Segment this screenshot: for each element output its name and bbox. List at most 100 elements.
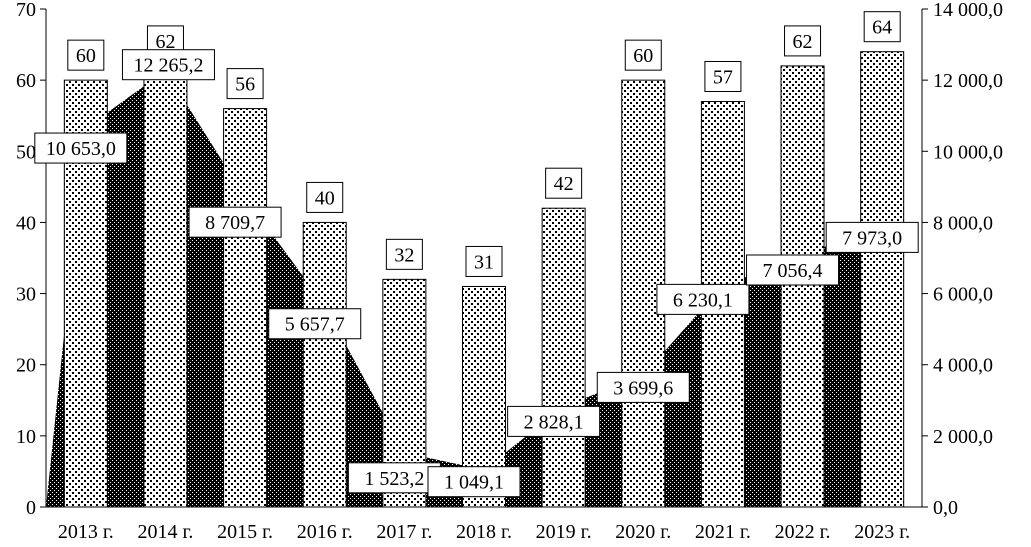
- bar-value-label: 62: [793, 31, 813, 53]
- area-value-label-box: [268, 308, 362, 340]
- area-value-label: 12 265,2: [133, 55, 203, 77]
- area-value-label-box: [121, 49, 215, 81]
- x-tick-label: 2018 г.: [456, 521, 512, 542]
- bar-value-label-group: 31: [465, 245, 503, 277]
- bar-value-label: 62: [155, 31, 175, 53]
- area-value-label: 1 523,2: [364, 468, 424, 490]
- left-tick-label: 60: [16, 70, 36, 92]
- bar-value-label-box: [704, 60, 742, 92]
- bar-value-label: 31: [474, 251, 494, 273]
- bar-value-label-box: [306, 181, 344, 213]
- area-value-label-box: [825, 221, 919, 253]
- axes-layer: 0 0,0 10 2 000,0 20 4 000,0 30 6 000,0 40 8 000,0…: [16, 0, 1003, 543]
- bar-value-label-box: [784, 25, 822, 57]
- area-value-label-box: [746, 254, 840, 286]
- bar-value-label-group: 56: [226, 68, 264, 100]
- area-value-label-group: 6 230,1: [656, 283, 750, 315]
- area-value-label-group: 8 709,7: [188, 206, 282, 238]
- right-tick-label: 2 000,0: [933, 426, 993, 448]
- bar-value-label: 60: [76, 45, 96, 67]
- x-tick-label: 2020 г.: [615, 521, 671, 542]
- area-value-label-box: [596, 371, 690, 403]
- bar-value-label-group: 57: [704, 60, 742, 92]
- bar-value-label: 42: [554, 173, 574, 195]
- left-tick-label: 20: [16, 355, 36, 377]
- area-value-label: 3 699,6: [613, 377, 673, 399]
- bar: [860, 51, 905, 508]
- area-value-label-group: 7 056,4: [746, 254, 840, 286]
- bar: [302, 221, 347, 508]
- bar-value-label-box: [226, 68, 264, 100]
- bar-value-label-box: [545, 167, 583, 199]
- x-tick-label: 2016 г.: [297, 521, 353, 542]
- area-value-label-box: [34, 132, 128, 164]
- right-tick-label: 12 000,0: [933, 70, 1003, 92]
- right-tick-label: 14 000,0: [933, 0, 1003, 21]
- bar-value-label-group: 62: [784, 25, 822, 57]
- bar-value-label-box: [624, 39, 662, 71]
- bar-value-label-group: 60: [67, 39, 105, 71]
- x-tick-label: 2013 г.: [58, 521, 114, 542]
- bar-value-label-box: [863, 11, 901, 43]
- x-tick-label: 2015 г.: [217, 521, 273, 542]
- bar-value-label-group: 32: [385, 238, 423, 270]
- area-value-label-group: 1 049,1: [427, 466, 521, 498]
- x-tick-label: 2021 г.: [695, 521, 751, 542]
- area-value-label-group: 10 653,0: [34, 132, 128, 164]
- area-value-label: 10 653,0: [46, 138, 116, 160]
- bar-value-label-box: [67, 39, 105, 71]
- x-tick-label: 2023 г.: [854, 521, 910, 542]
- left-tick-label: 40: [16, 212, 36, 234]
- area-value-label-box: [507, 405, 601, 437]
- bar-value-label-group: 40: [306, 181, 344, 213]
- area-value-label-group: 12 265,2: [121, 49, 215, 81]
- area-value-label-group: 5 657,7: [268, 308, 362, 340]
- bar-value-label: 32: [394, 244, 414, 266]
- bar-value-label: 64: [872, 17, 892, 39]
- area-value-label: 7 056,4: [763, 260, 823, 282]
- area-value-label-group: 3 699,6: [596, 371, 690, 403]
- left-tick-label: 70: [16, 0, 36, 21]
- bar-value-label-box: [385, 238, 423, 270]
- bar-value-label: 40: [315, 187, 335, 209]
- area-value-label: 7 973,0: [842, 227, 902, 249]
- right-tick-label: 10 000,0: [933, 141, 1003, 163]
- right-tick-label: 6 000,0: [933, 284, 993, 306]
- right-tick-label: 8 000,0: [933, 212, 993, 234]
- bar-value-label-group: 60: [624, 39, 662, 71]
- area-value-label: 1 049,1: [444, 472, 504, 494]
- x-tick-label: 2017 г.: [376, 521, 432, 542]
- x-tick-label: 2022 г.: [775, 521, 831, 542]
- bar: [143, 65, 188, 508]
- bar-value-label: 57: [713, 66, 733, 88]
- bar: [223, 108, 268, 508]
- left-tick-label: 50: [16, 141, 36, 163]
- labels-layer: 60 62 56 40 32 31 42 60 57 62 64 10 653,0 12 265,2 8 …: [34, 11, 919, 498]
- left-tick-label: 10: [16, 426, 36, 448]
- right-tick-label: 4 000,0: [933, 355, 993, 377]
- bar-value-label-box: [465, 245, 503, 277]
- bar: [541, 207, 586, 508]
- bar-value-label: 60: [633, 45, 653, 67]
- bar: [780, 65, 825, 508]
- left-tick-label: 0: [26, 497, 36, 519]
- area-value-label-box: [427, 466, 521, 498]
- area-value-label: 2 828,1: [524, 411, 584, 433]
- bar-value-label-group: 64: [863, 11, 901, 43]
- area-value-label: 5 657,7: [285, 314, 345, 336]
- area-value-label-group: 1 523,2: [347, 462, 441, 494]
- right-tick-label: 0,0: [933, 497, 958, 519]
- x-tick-label: 2014 г.: [137, 521, 193, 542]
- bar-value-label-group: 42: [545, 167, 583, 199]
- area-value-label-group: 2 828,1: [507, 405, 601, 437]
- area-value-label: 8 709,7: [205, 212, 265, 234]
- area-value-label-box: [656, 283, 750, 315]
- area-value-label: 6 230,1: [673, 289, 733, 311]
- area-value-label-box: [188, 206, 282, 238]
- area-value-label-group: 7 973,0: [825, 221, 919, 253]
- left-tick-label: 30: [16, 284, 36, 306]
- x-tick-label: 2019 г.: [536, 521, 592, 542]
- bar-value-label: 56: [235, 74, 255, 96]
